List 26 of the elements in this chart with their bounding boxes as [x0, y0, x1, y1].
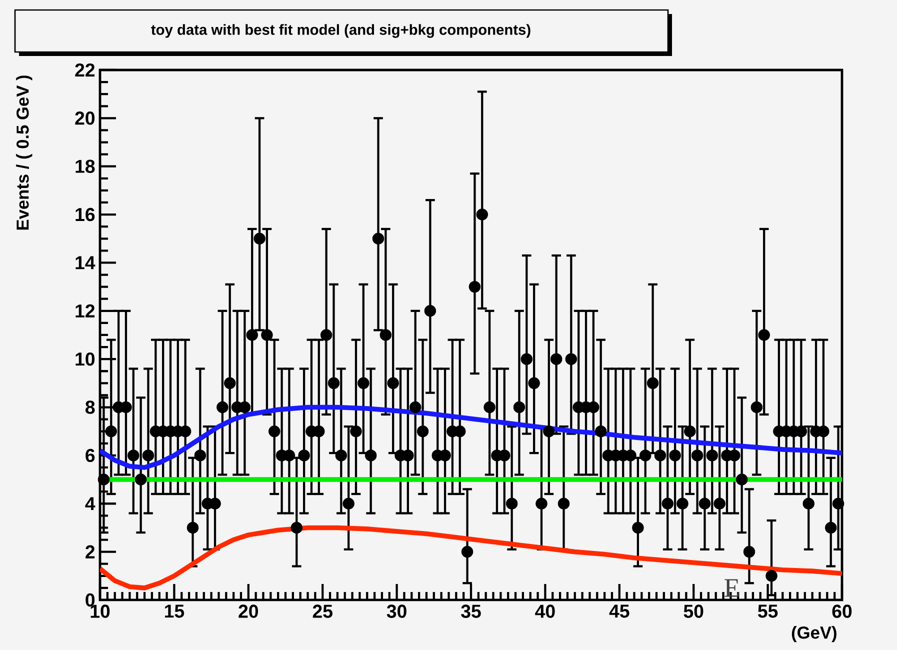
- y-tick-label: 10: [76, 352, 95, 366]
- x-tick-label: 25: [312, 604, 332, 618]
- x-tick-label: 60: [832, 604, 852, 618]
- y-tick-label: 20: [75, 112, 95, 125]
- annotation: E: [724, 579, 739, 597]
- chart-title: toy data with best fit model (and sig+bkg components): [151, 24, 530, 38]
- y-tick-label: 22: [75, 63, 95, 77]
- x-tick-label: 45: [609, 604, 630, 618]
- x-tick-label: 15: [164, 604, 184, 618]
- y-tick-label: 8: [86, 400, 95, 414]
- y-tick-label: 18: [76, 160, 95, 173]
- y-tick-label: 2: [86, 545, 95, 558]
- y-tick-label: 6: [86, 448, 95, 462]
- x-tick-label: 30: [386, 604, 406, 618]
- y-tick-label: 4: [85, 497, 96, 510]
- y-tick-label: 14: [76, 256, 96, 270]
- x-tick-label: 40: [535, 604, 555, 618]
- y-tick-label: 0: [86, 593, 95, 607]
- x-tick-label: 55: [758, 604, 778, 618]
- y-tick-label: 16: [76, 208, 95, 222]
- x-tick-label: 35: [461, 604, 481, 618]
- x-axis-title: (GeV): [792, 626, 836, 642]
- y-tick-label: 12: [76, 304, 95, 318]
- y-axis-title: Events / ( 0.5 GeV ): [16, 76, 32, 230]
- x-tick-label: 50: [684, 604, 704, 618]
- x-tick-label: 20: [238, 604, 258, 618]
